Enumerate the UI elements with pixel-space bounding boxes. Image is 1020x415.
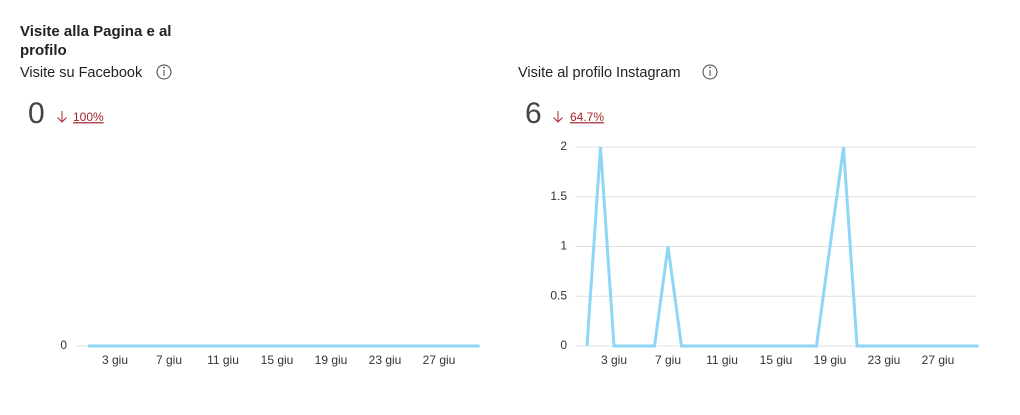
x-tick-label: 11 giu bbox=[706, 353, 738, 367]
chart-title: Visite al profilo Instagram bbox=[518, 65, 681, 81]
y-tick-label: 0 bbox=[560, 338, 567, 352]
down-arrow bbox=[553, 111, 563, 123]
y-tick-label: 2 bbox=[560, 139, 567, 153]
x-tick-label: 11 giu bbox=[207, 353, 239, 367]
info-icon[interactable] bbox=[702, 64, 718, 80]
x-tick-label: 3 giu bbox=[601, 353, 627, 367]
y-tick-label: 0.5 bbox=[550, 288, 567, 302]
chart-title: Visite su Facebook bbox=[20, 65, 143, 81]
total-value: 6 bbox=[525, 97, 542, 130]
x-tick-label: 19 giu bbox=[814, 353, 847, 367]
change-label: 100% bbox=[73, 110, 104, 124]
y-tick-label: 1.5 bbox=[550, 189, 567, 203]
x-tick-label: 15 giu bbox=[261, 353, 294, 367]
x-tick-label: 3 giu bbox=[102, 353, 128, 367]
total-value: 0 bbox=[28, 97, 45, 130]
x-tick-label: 27 giu bbox=[423, 353, 456, 367]
x-tick-label: 23 giu bbox=[868, 353, 901, 367]
change-label: 64.7% bbox=[570, 110, 604, 124]
info-icon[interactable] bbox=[156, 64, 172, 80]
down-arrow bbox=[57, 111, 67, 123]
y-tick-label: 1 bbox=[560, 239, 567, 253]
x-tick-label: 19 giu bbox=[315, 353, 348, 367]
x-tick-label: 27 giu bbox=[922, 353, 955, 367]
x-tick-label: 15 giu bbox=[760, 353, 793, 367]
x-tick-label: 7 giu bbox=[156, 353, 182, 367]
section-title: Visite alla Pagina e al profilo bbox=[20, 23, 172, 59]
x-tick-label: 23 giu bbox=[369, 353, 402, 367]
x-tick-label: 7 giu bbox=[655, 353, 681, 367]
y-tick-label: 0 bbox=[60, 338, 67, 352]
line-series bbox=[585, 146, 979, 348]
